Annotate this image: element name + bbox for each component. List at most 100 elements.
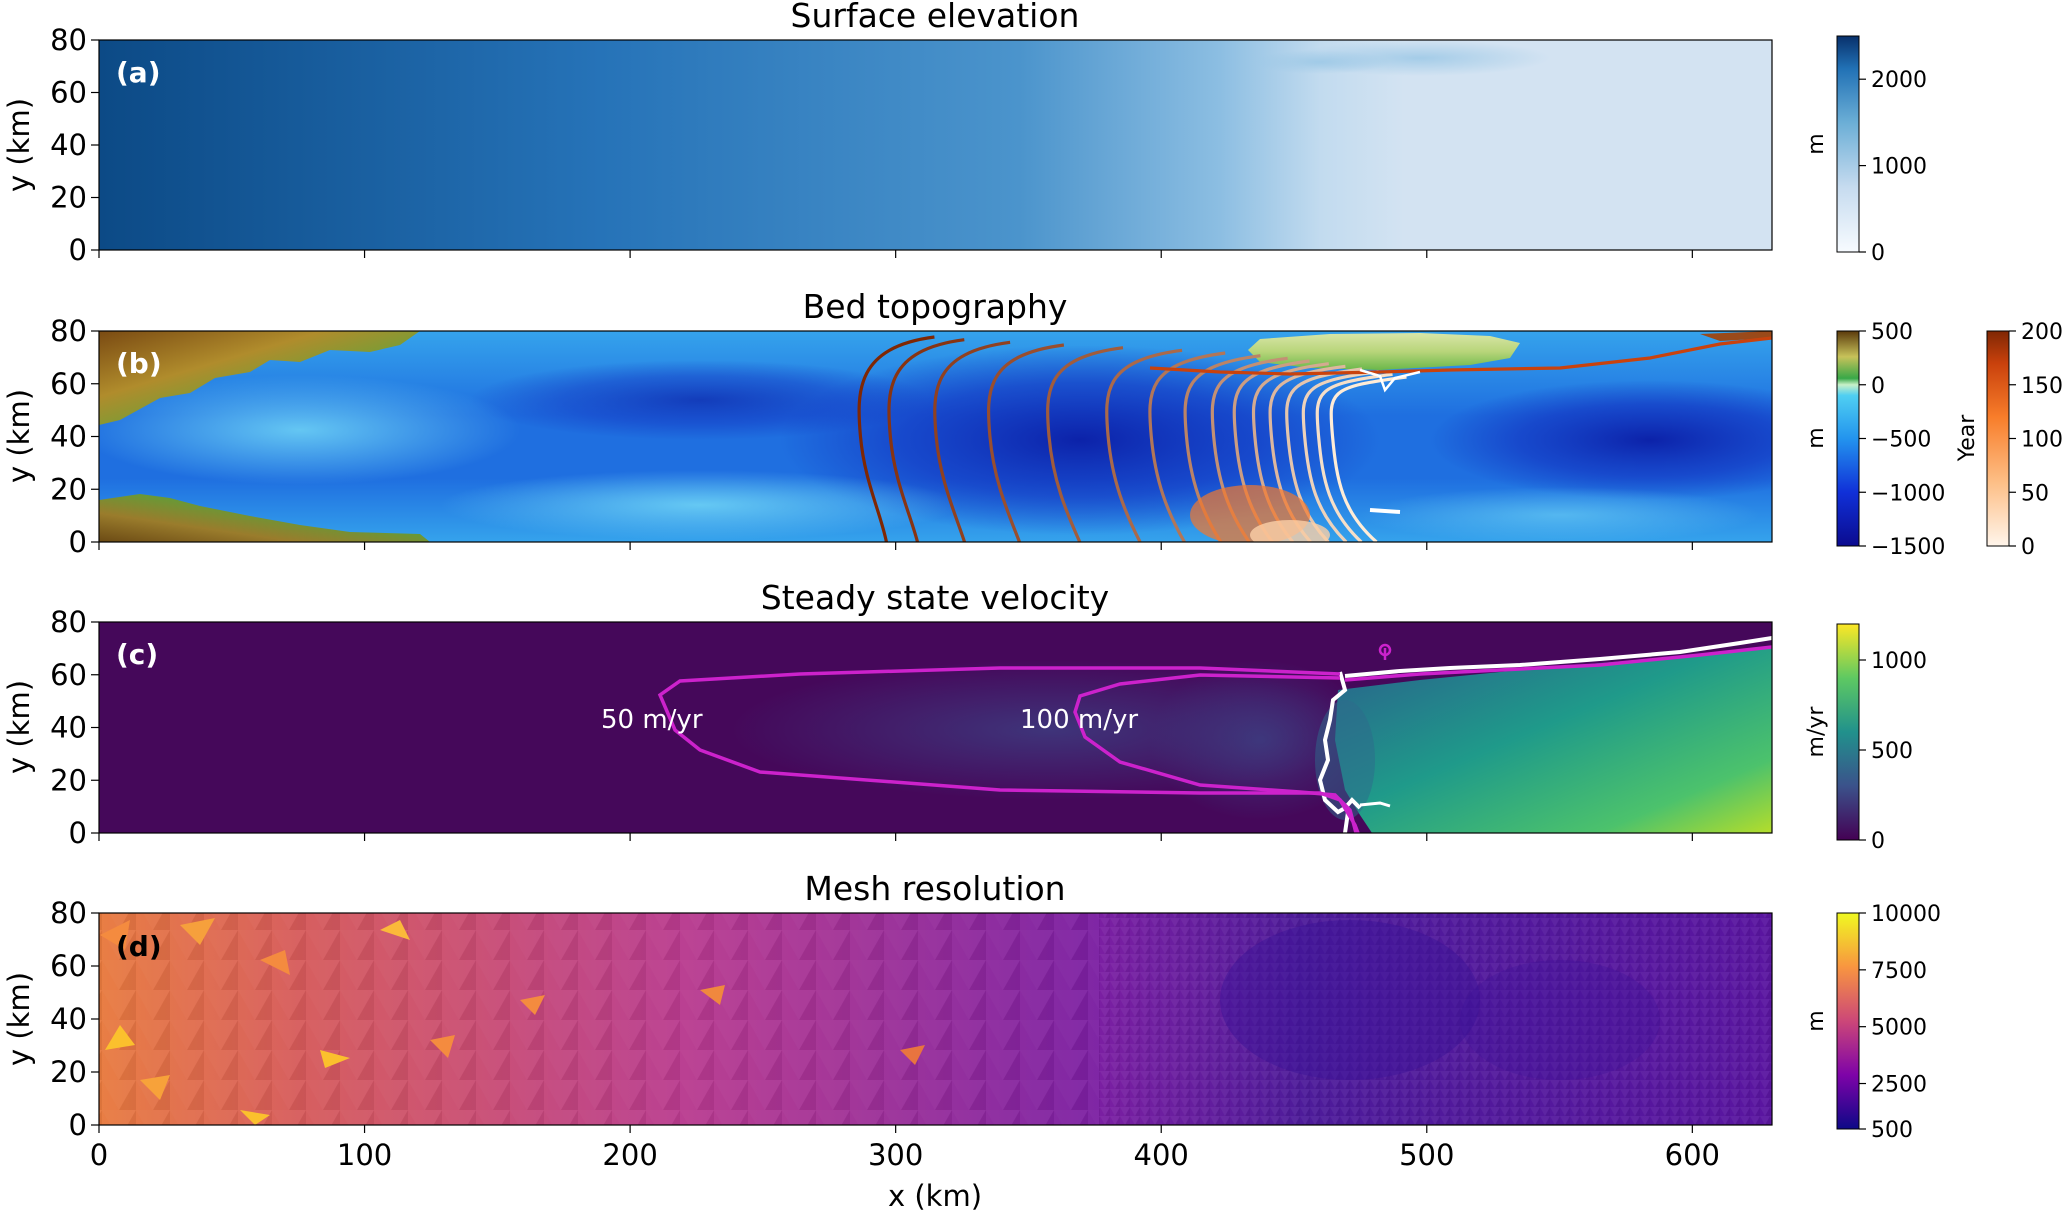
xtick-label: 500 — [1399, 1138, 1454, 1172]
grounding-line-contour — [1301, 370, 1379, 542]
grounding-line-contour — [933, 340, 1011, 542]
ytick-label: 60 — [50, 367, 87, 401]
ytick-label: 20 — [50, 763, 87, 797]
ytick-label: 80 — [50, 314, 87, 348]
ytick-label: 40 — [50, 1002, 87, 1036]
panel-d-xticks: 0 100 200 300 400 500 600 — [90, 1125, 1720, 1172]
contour-label-50: 50 m/yr — [601, 705, 703, 735]
panel-b-label: (b) — [116, 347, 162, 380]
colorbar-tick-label: 2500 — [1871, 1073, 1927, 1098]
colorbar-tick-label: 10000 — [1871, 902, 1941, 927]
ytick-label: 80 — [50, 23, 87, 57]
panel-d-colorbar-label: m — [1804, 1010, 1829, 1031]
ytick-label: 20 — [50, 472, 87, 506]
panel-b-year-colorbar: 200 150 100 50 0 Year — [1955, 320, 2063, 560]
panel-c-xticks — [98, 833, 1693, 841]
xtick-label: 400 — [1134, 1138, 1189, 1172]
grounding-line-contour — [1148, 351, 1226, 542]
colorbar-tick-label: 150 — [2021, 374, 2063, 399]
xtick-label: 100 — [337, 1138, 392, 1172]
panel-d-ylabel: y (km) — [2, 972, 36, 1066]
colorbar-tick-label: 1000 — [1871, 155, 1927, 180]
colorbar-tick-label: 50 — [2021, 481, 2049, 506]
panel-c-colorbar-label: m/yr — [1804, 706, 1829, 758]
colorbar-tick-label: 5000 — [1871, 1016, 1927, 1041]
panel-d-label: (d) — [116, 930, 162, 963]
panel-b-colorbar: 500 0 −500 −1000 −1500 m — [1804, 320, 1945, 560]
panel-d-title: Mesh resolution — [804, 869, 1065, 908]
ytick-label: 20 — [50, 181, 87, 215]
grounding-line-contour — [887, 338, 965, 542]
panel-a-ylabel: y (km) — [2, 98, 36, 192]
colorbar-tick-label: 1000 — [1871, 649, 1927, 674]
colorbar-tick-label: 500 — [1871, 739, 1913, 764]
panel-d-yticks: 0 20 40 60 80 — [50, 896, 99, 1142]
ytick-label: 40 — [50, 420, 87, 454]
ytick-label: 0 — [69, 1108, 87, 1142]
colorbar-tick-label: −1500 — [1871, 535, 1945, 560]
panel-a-colorbar-label: m — [1804, 133, 1829, 154]
ytick-label: 60 — [50, 76, 87, 110]
panel-b-xticks — [98, 542, 1693, 550]
ytick-label: 80 — [50, 896, 87, 930]
contour-100 — [1073, 673, 1358, 833]
colorbar-tick-label: 7500 — [1871, 959, 1927, 984]
ytick-label: 60 — [50, 949, 87, 983]
colorbar-tick-label: 500 — [1871, 1118, 1913, 1143]
panel-a-colorbar: 0 1000 2000 m — [1804, 35, 1927, 266]
ytick-label: 40 — [50, 128, 87, 162]
ytick-label: 0 — [69, 233, 87, 267]
panel-c: Steady state velocity 50 m/yr 100 m/yr (… — [2, 578, 1927, 854]
panel-b-ylabel: y (km) — [2, 389, 36, 483]
panel-a-xticks — [98, 250, 1693, 258]
panel-a: Surface elevation (a) 0 20 40 60 80 y (km) 0… — [2, 0, 1927, 267]
panel-c-heatmap — [99, 622, 1772, 833]
contour-50 — [657, 666, 1360, 833]
panel-a-title: Surface elevation — [791, 0, 1080, 35]
grounding-line-contour — [1105, 348, 1183, 542]
panel-b: Bed topography (b) 0 20 40 60 80 — [2, 287, 2063, 560]
grounding-line-contour — [1315, 372, 1393, 542]
panel-b-title: Bed topography — [803, 287, 1068, 326]
contour-label-100: 100 m/yr — [1020, 705, 1138, 735]
panel-d-xlabel: x (km) — [888, 1179, 982, 1211]
ytick-label: 60 — [50, 658, 87, 692]
colorbar-tick-label: −1000 — [1871, 481, 1945, 506]
grounding-line-contour — [986, 343, 1065, 542]
colorbar-tick-label: −500 — [1871, 428, 1931, 453]
ytick-label: 0 — [69, 525, 87, 559]
grounding-line-contour — [1329, 375, 1407, 542]
panel-a-heatmap — [99, 40, 1772, 250]
colorbar-tick-label: 2000 — [1871, 68, 1927, 93]
xtick-label: 0 — [90, 1138, 108, 1172]
ytick-label: 40 — [50, 711, 87, 745]
panel-a-label: (a) — [116, 56, 161, 89]
colorbar-tick-label: 500 — [1871, 320, 1913, 345]
colorbar-tick-label: 0 — [1871, 829, 1885, 854]
panel-c-title: Steady state velocity — [761, 578, 1109, 617]
panel-d-colorbar: 10000 7500 5000 2500 500 m — [1804, 902, 1941, 1143]
panel-c-yticks: 0 20 40 60 80 — [50, 605, 99, 850]
panel-d-heatmap — [99, 913, 1772, 1125]
colorbar-tick-label: 0 — [2021, 535, 2035, 560]
ytick-label: 0 — [69, 816, 87, 850]
panel-b-yticks: 0 20 40 60 80 — [50, 314, 99, 559]
panel-c-label: (c) — [116, 638, 158, 671]
panel-d: Mesh resolution (d) 0 20 40 60 80 y (km) — [2, 869, 1941, 1211]
panel-c-ylabel: y (km) — [2, 680, 36, 774]
xtick-label: 200 — [602, 1138, 657, 1172]
xtick-label: 600 — [1665, 1138, 1720, 1172]
colorbar-tick-label: 100 — [2021, 428, 2063, 453]
panel-b-colorbar-label: m — [1804, 427, 1829, 448]
panel-b-heatmap — [99, 331, 1772, 542]
grounding-line-contour — [857, 335, 935, 542]
xtick-label: 300 — [868, 1138, 923, 1172]
colorbar-tick-label: 200 — [2021, 320, 2063, 345]
panel-c-colorbar: 0 500 1000 m/yr — [1804, 623, 1927, 854]
ytick-label: 20 — [50, 1055, 87, 1089]
ytick-label: 80 — [50, 605, 87, 639]
panel-a-yticks: 0 20 40 60 80 — [50, 23, 99, 267]
grounding-line-contour — [1046, 346, 1124, 542]
colorbar-tick-label: 0 — [1871, 374, 1885, 399]
